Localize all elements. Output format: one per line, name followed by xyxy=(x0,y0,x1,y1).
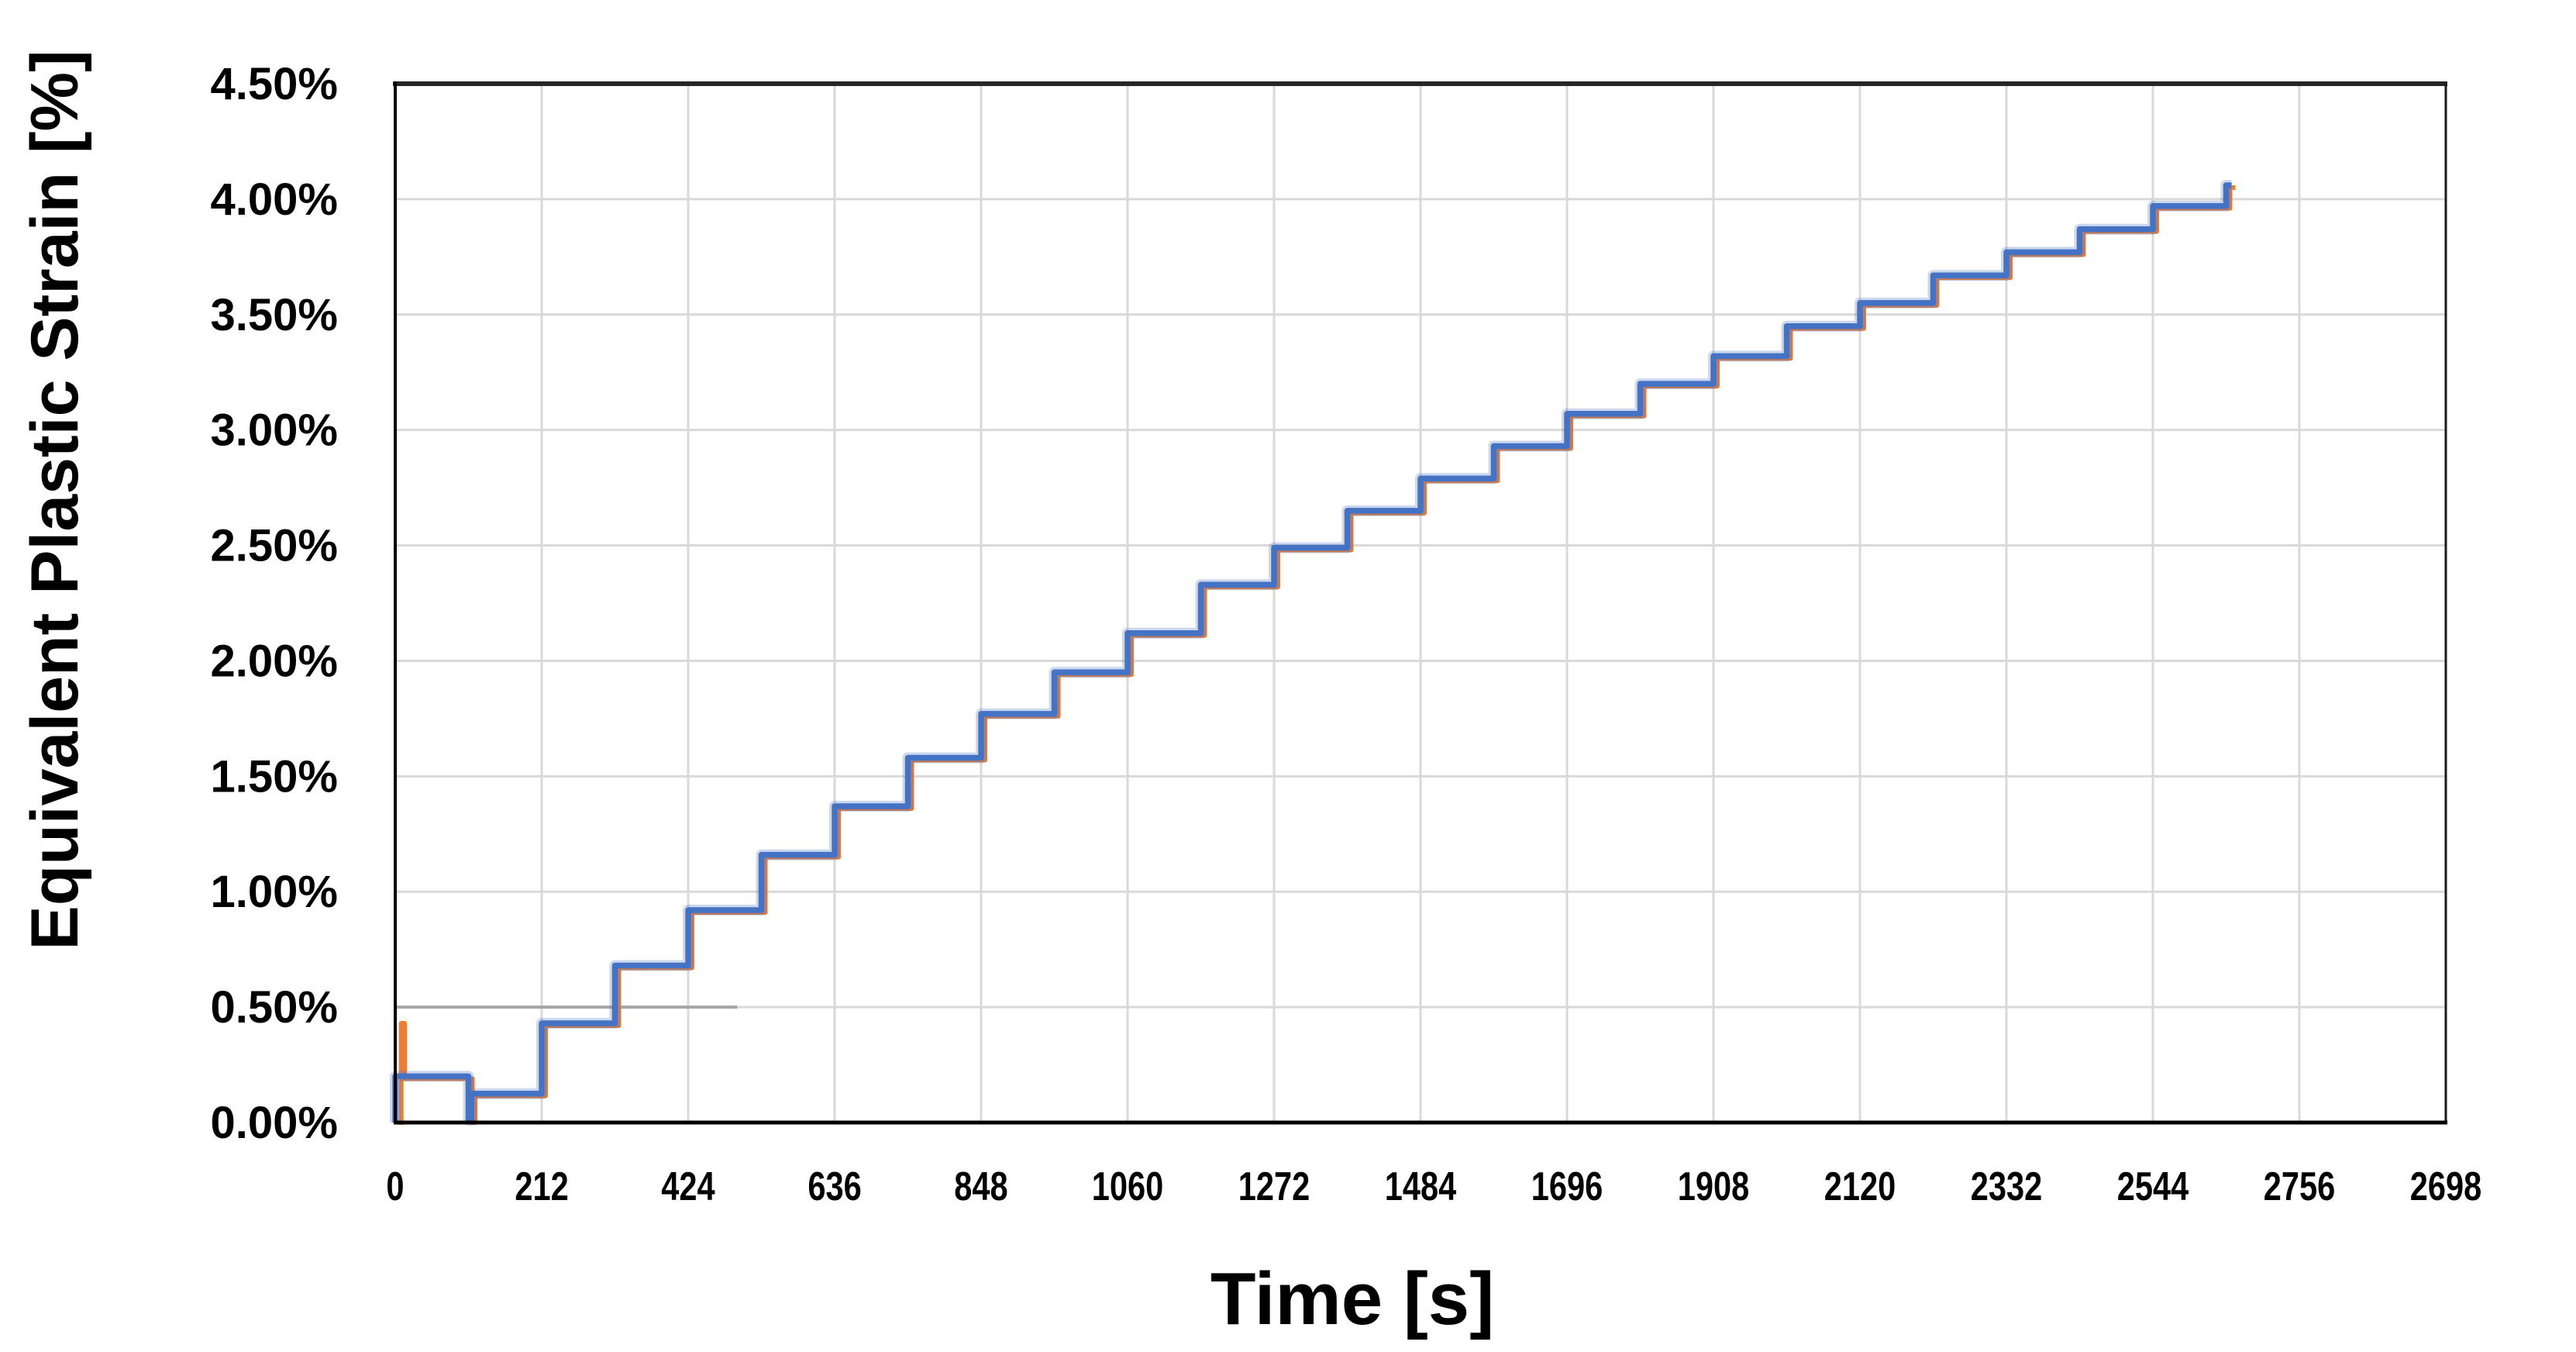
y-tick-label: 2.00% xyxy=(211,636,338,686)
x-tick-label: 1484 xyxy=(1385,1164,1457,1209)
secondary-series-group xyxy=(398,185,2236,1125)
y-tick-label: 3.50% xyxy=(211,290,338,340)
main-series-line xyxy=(392,182,2232,1123)
x-axis-title: Time [s] xyxy=(1211,1257,1494,1340)
x-tick-label: 212 xyxy=(515,1164,568,1209)
x-tick-label: 2544 xyxy=(2117,1164,2189,1209)
y-tick-label: 4.50% xyxy=(211,59,338,109)
y-tick-label: 0.50% xyxy=(211,982,338,1033)
x-tick-label: 2756 xyxy=(2264,1164,2336,1209)
x-tick-label: 1060 xyxy=(1092,1164,1164,1209)
x-tick-label: 1908 xyxy=(1678,1164,1750,1209)
y-tick-label: 1.50% xyxy=(211,751,338,802)
y-tick-label: 4.00% xyxy=(211,174,338,225)
x-tick-label: 2332 xyxy=(1971,1164,2043,1209)
y-tick-label: 2.50% xyxy=(211,521,338,571)
main-series-halo xyxy=(390,180,2232,1126)
x-tick-label: 848 xyxy=(954,1164,1007,1209)
series-layer xyxy=(390,180,2236,1126)
y-axis-title: Equivalent Plastic Strain [%] xyxy=(18,50,92,950)
x-tick-label: 0 xyxy=(386,1164,404,1209)
y-tick-label: 3.00% xyxy=(211,405,338,456)
y-tick-label: 0.00% xyxy=(211,1098,338,1148)
x-tick-label: 424 xyxy=(661,1164,715,1209)
y-tick-label: 1.00% xyxy=(211,867,338,917)
tick-label-layer: 0 212 424 636 848 1060 1272 1484 1696 1908 2120 233… xyxy=(211,59,2482,1209)
x-tick-label: 1272 xyxy=(1238,1164,1310,1209)
x-tick-label: 636 xyxy=(808,1164,861,1209)
x-tick-label: 2698 xyxy=(2410,1164,2482,1209)
grid-layer xyxy=(395,84,2446,1123)
secondary-series-line xyxy=(398,185,2236,1125)
plot-frame xyxy=(393,81,2447,1125)
x-tick-label: 1696 xyxy=(1531,1164,1603,1209)
x-tick-label: 2120 xyxy=(1824,1164,1896,1209)
